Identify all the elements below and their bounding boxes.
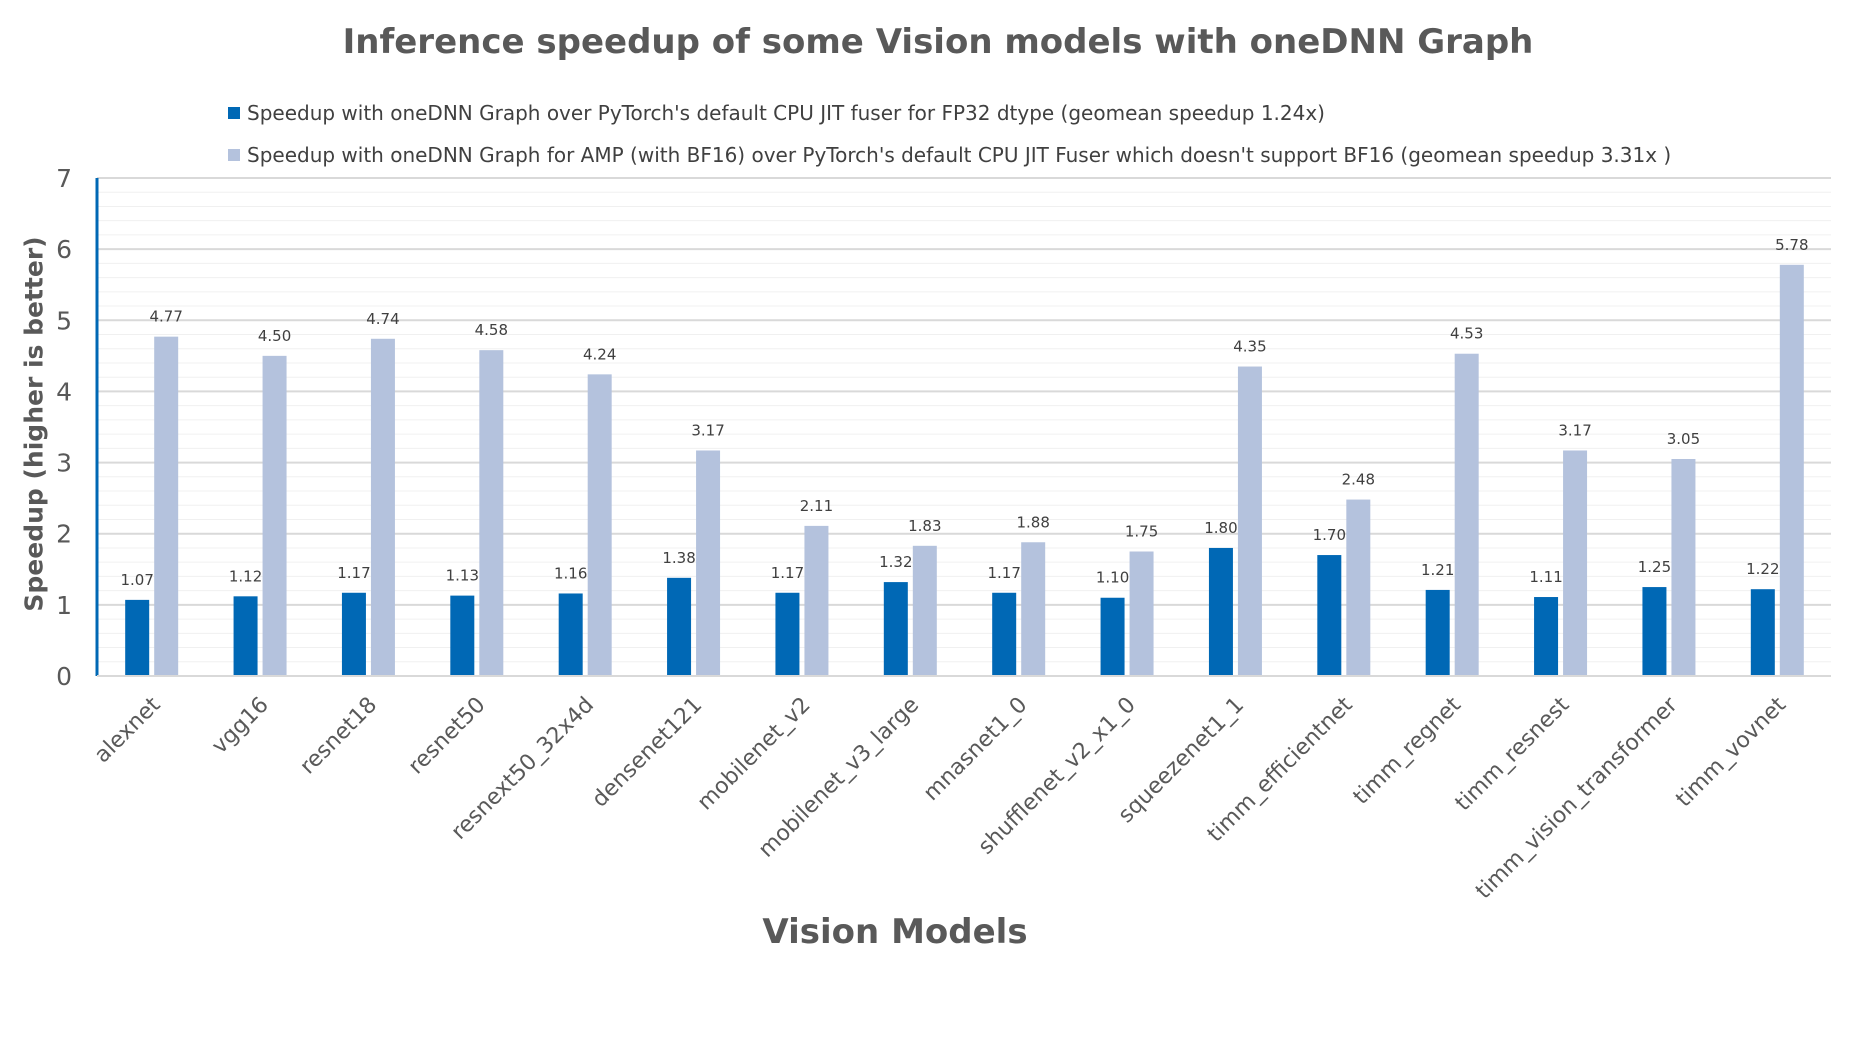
bar-fp32 xyxy=(1317,555,1342,676)
data-label: 1.13 xyxy=(446,567,479,585)
bar-bf16 xyxy=(154,336,179,676)
data-label: 1.25 xyxy=(1638,558,1671,576)
bar-fp32 xyxy=(1100,597,1125,676)
x-tick-label: timm_regnet xyxy=(1349,692,1466,809)
bar-fp32 xyxy=(450,595,475,676)
bar-fp32 xyxy=(1425,589,1450,676)
data-label: 1.22 xyxy=(1746,560,1779,578)
data-label: 2.11 xyxy=(800,497,833,515)
legend-item-fp32: Speedup with oneDNN Graph over PyTorch's… xyxy=(228,101,1325,125)
bar-bf16 xyxy=(1563,450,1588,676)
data-label: 1.10 xyxy=(1096,569,1129,587)
data-label: 1.16 xyxy=(554,564,587,582)
data-label: 4.24 xyxy=(583,345,616,363)
bar-bf16 xyxy=(1671,459,1696,676)
data-label: 5.78 xyxy=(1775,236,1808,254)
bar-bf16 xyxy=(1346,499,1371,676)
y-tick-label: 2 xyxy=(56,520,72,549)
data-label: 1.21 xyxy=(1421,561,1454,579)
data-label: 1.12 xyxy=(229,567,262,585)
bar-bf16 xyxy=(479,350,504,676)
data-label: 4.74 xyxy=(366,310,399,328)
y-tick-label: 7 xyxy=(56,164,72,193)
bar-fp32 xyxy=(1534,597,1559,676)
bar-bf16 xyxy=(370,338,395,676)
data-label: 3.05 xyxy=(1667,430,1700,448)
legend-item-bf16: Speedup with oneDNN Graph for AMP (with … xyxy=(228,143,1671,167)
data-label: 2.48 xyxy=(1342,471,1375,489)
data-label: 1.38 xyxy=(662,549,695,567)
legend-label-bf16: Speedup with oneDNN Graph for AMP (with … xyxy=(247,143,1672,167)
bar-bf16 xyxy=(262,355,287,676)
x-tick-label: vgg16 xyxy=(207,693,273,759)
bar-bf16 xyxy=(1021,542,1046,676)
data-label: 1.83 xyxy=(908,517,941,535)
data-label: 1.11 xyxy=(1529,568,1562,586)
data-label: 1.88 xyxy=(1016,513,1049,531)
data-label: 1.32 xyxy=(879,553,912,571)
bar-fp32 xyxy=(1208,547,1233,676)
legend-swatch-bf16 xyxy=(228,149,240,161)
y-tick-label: 3 xyxy=(56,449,72,478)
x-tick-label: resnet50 xyxy=(404,693,491,780)
bar-bf16 xyxy=(912,545,937,676)
bar-fp32 xyxy=(125,599,150,676)
data-label: 1.17 xyxy=(771,564,804,582)
bar-bf16 xyxy=(587,374,612,676)
data-label: 4.35 xyxy=(1233,338,1266,356)
chart-title: Inference speedup of some Vision models … xyxy=(342,22,1534,62)
data-label: 1.17 xyxy=(337,564,370,582)
data-label: 4.77 xyxy=(149,308,182,326)
bar-fp32 xyxy=(558,593,583,676)
bar-fp32 xyxy=(1750,589,1775,676)
bar-bf16 xyxy=(1129,551,1154,676)
data-label: 4.50 xyxy=(258,327,291,345)
data-label: 4.53 xyxy=(1450,325,1483,343)
x-axis-title: Vision Models xyxy=(762,912,1028,952)
data-label: 1.17 xyxy=(987,564,1020,582)
x-tick-label: densenet121 xyxy=(587,693,707,813)
bar-fp32 xyxy=(1642,587,1667,676)
bar-bf16 xyxy=(696,450,721,676)
x-tick-label: alexnet xyxy=(90,692,166,768)
x-tick-label: resnet18 xyxy=(295,693,382,780)
bar-fp32 xyxy=(992,592,1017,676)
bar-bf16 xyxy=(1454,353,1479,676)
bar-bf16 xyxy=(1779,264,1804,676)
y-tick-label: 4 xyxy=(56,377,72,406)
y-tick-label: 1 xyxy=(56,591,72,620)
bar-fp32 xyxy=(667,577,692,676)
x-tick-label: mnasnet1_0 xyxy=(919,693,1032,806)
x-tick-label: timm_resnest xyxy=(1451,692,1575,816)
x-tick-label: timm_vovnet xyxy=(1671,692,1791,812)
bar-fp32 xyxy=(341,592,366,676)
y-tick-label: 0 xyxy=(56,662,72,691)
bar-bf16 xyxy=(804,525,829,676)
data-label: 1.75 xyxy=(1125,523,1158,541)
data-label: 1.07 xyxy=(120,571,153,589)
y-tick-label: 5 xyxy=(56,306,72,335)
data-label: 3.17 xyxy=(691,421,724,439)
bar-fp32 xyxy=(775,592,800,676)
y-tick-label: 6 xyxy=(56,235,72,264)
data-label: 1.80 xyxy=(1204,519,1237,537)
bar-fp32 xyxy=(883,582,908,676)
data-label: 4.58 xyxy=(475,321,508,339)
x-tick-label: mobilenet_v2 xyxy=(693,693,816,816)
legend-swatch-fp32 xyxy=(228,107,240,119)
data-label: 3.17 xyxy=(1558,421,1591,439)
legend-label-fp32: Speedup with oneDNN Graph over PyTorch's… xyxy=(247,101,1325,125)
x-tick-label: timm_vision_transformer xyxy=(1471,692,1683,904)
data-label: 1.70 xyxy=(1313,526,1346,544)
bar-bf16 xyxy=(1237,366,1262,676)
bar-fp32 xyxy=(233,596,258,676)
